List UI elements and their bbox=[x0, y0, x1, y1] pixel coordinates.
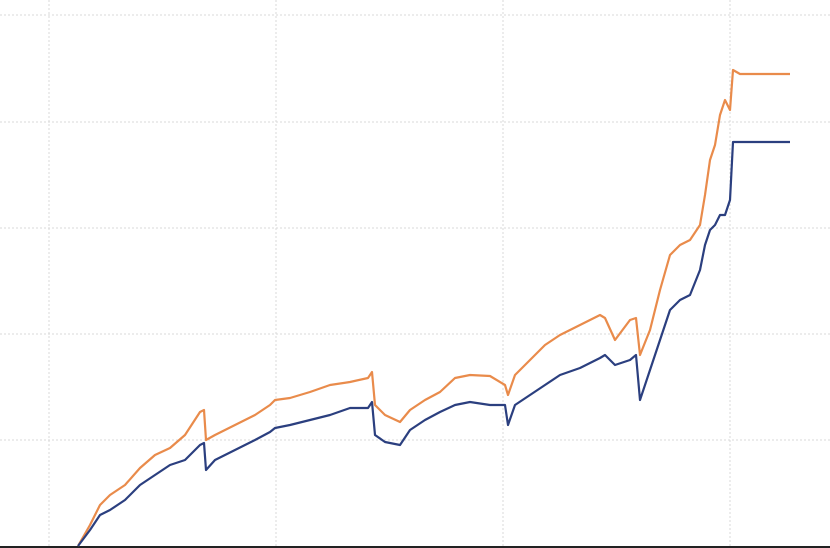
series-line bbox=[77, 68, 790, 547]
series-line bbox=[77, 140, 790, 547]
